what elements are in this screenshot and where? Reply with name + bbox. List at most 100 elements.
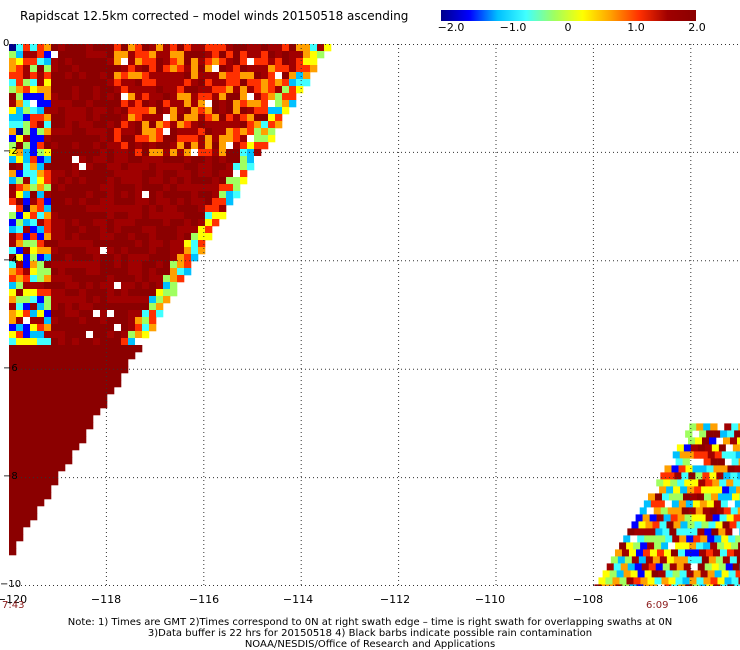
wind-cell: [219, 198, 227, 206]
wind-cell: [685, 584, 693, 586]
wind-cell: [37, 324, 45, 332]
wind-cell: [44, 58, 52, 66]
wind-cell: [261, 44, 269, 52]
wind-cell: [621, 549, 630, 557]
wind-cell: [226, 58, 234, 66]
wind-cell: [9, 205, 17, 213]
wind-cell: [142, 233, 150, 241]
wind-cell: [51, 72, 59, 80]
wind-cell: [142, 191, 150, 199]
wind-cell: [163, 247, 171, 255]
wind-cell: [9, 387, 17, 395]
wind-cell: [44, 275, 52, 283]
wind-cell: [712, 479, 720, 487]
wind-cell: [641, 528, 649, 536]
wind-cell: [79, 219, 87, 227]
wind-cell: [149, 191, 157, 199]
wind-cell: [701, 521, 709, 529]
wind-cell: [121, 338, 129, 346]
wind-cell: [100, 51, 108, 59]
wind-cell: [114, 156, 122, 164]
wind-cell: [79, 121, 87, 129]
wind-cell: [16, 100, 24, 108]
wind-cell: [16, 478, 24, 486]
wind-cell: [37, 492, 45, 500]
wind-cell: [135, 219, 143, 227]
wind-cell: [100, 191, 108, 199]
wind-cell: [65, 72, 73, 80]
wind-cell: [170, 191, 178, 199]
wind-cell: [72, 408, 80, 416]
wind-cell: [65, 79, 73, 87]
wind-cell: [184, 163, 192, 171]
wind-cell: [275, 79, 283, 87]
wind-cell: [135, 212, 143, 220]
wind-cell: [51, 191, 59, 199]
wind-cell: [23, 303, 31, 311]
wind-cell: [701, 486, 709, 494]
wind-cell: [135, 184, 143, 192]
wind-cell: [660, 472, 668, 480]
wind-cell: [107, 128, 115, 136]
wind-cell: [712, 549, 721, 557]
wind-cell: [135, 331, 143, 339]
wind-cell: [9, 149, 17, 157]
wind-cell: [9, 121, 17, 129]
wind-cell: [37, 401, 45, 409]
wind-cell: [65, 324, 73, 332]
colorbar-label-neg1: −1.0: [499, 21, 527, 34]
wind-cell: [240, 44, 248, 52]
wind-cell: [58, 58, 66, 66]
wind-cell: [37, 170, 45, 178]
wind-cell: [219, 170, 227, 178]
wind-cell: [729, 556, 738, 564]
wind-cell: [261, 121, 269, 129]
wind-cell: [79, 233, 87, 241]
wind-cell: [282, 44, 290, 52]
wind-cell: [23, 198, 31, 206]
wind-cell: [9, 541, 17, 549]
wind-cell: [114, 268, 122, 276]
wind-cell: [79, 198, 87, 206]
wind-cell: [184, 121, 192, 129]
wind-cell: [212, 163, 220, 171]
wind-cell: [23, 366, 31, 374]
wind-cell: [30, 408, 38, 416]
wind-cell: [177, 268, 185, 276]
wind-cell: [719, 549, 728, 557]
wind-cell: [58, 170, 66, 178]
wind-cell: [687, 521, 695, 529]
wind-cell: [65, 114, 73, 122]
wind-cell: [86, 135, 94, 143]
wind-cell: [16, 534, 24, 542]
wind-cell: [44, 380, 52, 388]
wind-cell: [649, 514, 657, 522]
wind-cell: [149, 275, 157, 283]
wind-cell: [693, 570, 701, 578]
wind-cell: [100, 100, 108, 108]
wind-cell: [65, 100, 73, 108]
wind-difference-map[interactable]: [9, 44, 740, 586]
wind-cell: [703, 458, 711, 466]
wind-cell: [79, 93, 87, 101]
wind-cell: [79, 422, 87, 430]
wind-cell: [163, 65, 171, 73]
wind-cell: [86, 142, 94, 150]
wind-cell: [254, 121, 262, 129]
wind-cell: [86, 79, 94, 87]
wind-cell: [37, 422, 45, 430]
wind-cell: [86, 163, 94, 171]
wind-cell: [205, 58, 213, 66]
wind-cell: [23, 422, 31, 430]
wind-cell: [163, 51, 171, 59]
wind-cell: [93, 142, 101, 150]
wind-cell: [177, 170, 185, 178]
wind-cell: [689, 493, 698, 501]
wind-cell: [9, 107, 17, 115]
wind-cell: [730, 472, 738, 480]
wind-cell: [205, 184, 213, 192]
wind-cell: [163, 170, 171, 178]
wind-cell: [128, 107, 136, 115]
wind-cell: [37, 219, 45, 227]
wind-cell: [149, 226, 157, 234]
